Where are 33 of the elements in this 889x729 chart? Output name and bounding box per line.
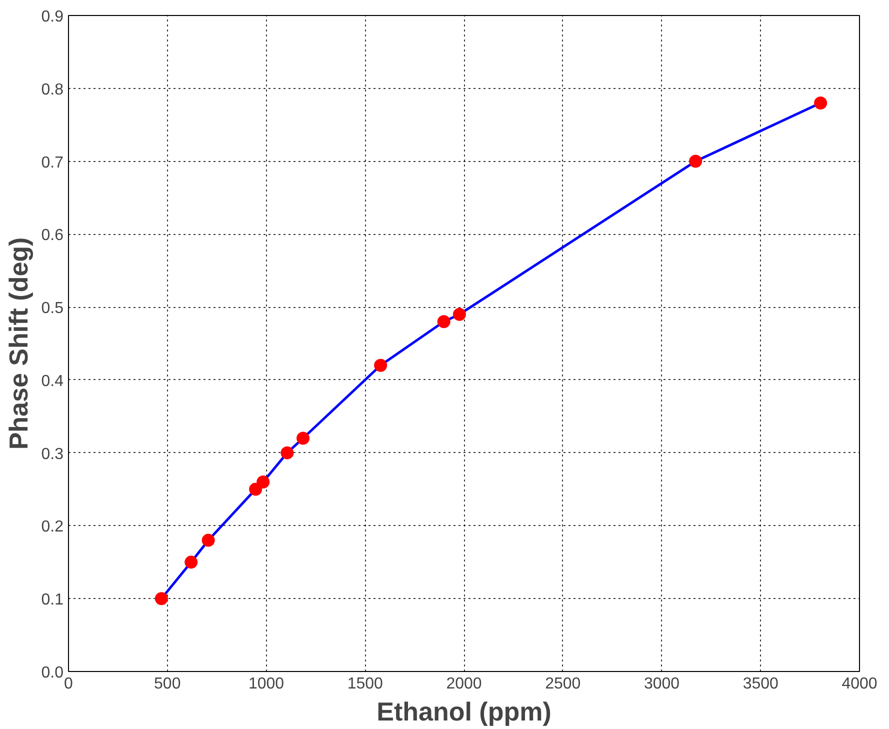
x-tick-label: 1500 <box>347 676 384 692</box>
point <box>689 154 702 168</box>
point <box>437 315 450 328</box>
x-tick-label: 3000 <box>644 676 680 692</box>
x-axis-title: Ethanol (ppm) <box>376 696 552 726</box>
point <box>374 358 388 372</box>
x-tick-label: 3500 <box>742 676 779 692</box>
y-tick-label: 0.2 <box>41 518 64 536</box>
x-tick-label: 4000 <box>842 676 878 692</box>
y-tick-label: 0.7 <box>41 154 64 172</box>
x-tick-label: 0 <box>64 676 74 692</box>
x-tick-label: 500 <box>154 676 181 692</box>
point <box>249 482 262 496</box>
x-tick-label: 2500 <box>545 676 581 692</box>
point <box>280 446 294 460</box>
y-tick-label: 0.1 <box>41 592 64 609</box>
point <box>256 476 270 488</box>
point <box>184 556 198 569</box>
y-tick-label: 0.3 <box>41 446 64 463</box>
y-tick-label: 0.4 <box>41 372 64 390</box>
y-tick-label: 0.8 <box>41 81 64 98</box>
point <box>296 432 310 445</box>
point <box>202 534 215 547</box>
point <box>154 592 168 606</box>
y-tick-label: 0.5 <box>41 300 64 318</box>
y-axis-title: Phase Shift (deg) <box>3 237 34 450</box>
point <box>452 308 466 321</box>
x-tick-label: 1000 <box>248 676 284 692</box>
y-tick-label: 0.9 <box>41 8 64 26</box>
y-tick-label: 0.6 <box>41 227 64 244</box>
y-tick-label: 0.0 <box>41 664 64 682</box>
point <box>814 96 828 110</box>
x-tick-label: 2000 <box>446 676 482 692</box>
